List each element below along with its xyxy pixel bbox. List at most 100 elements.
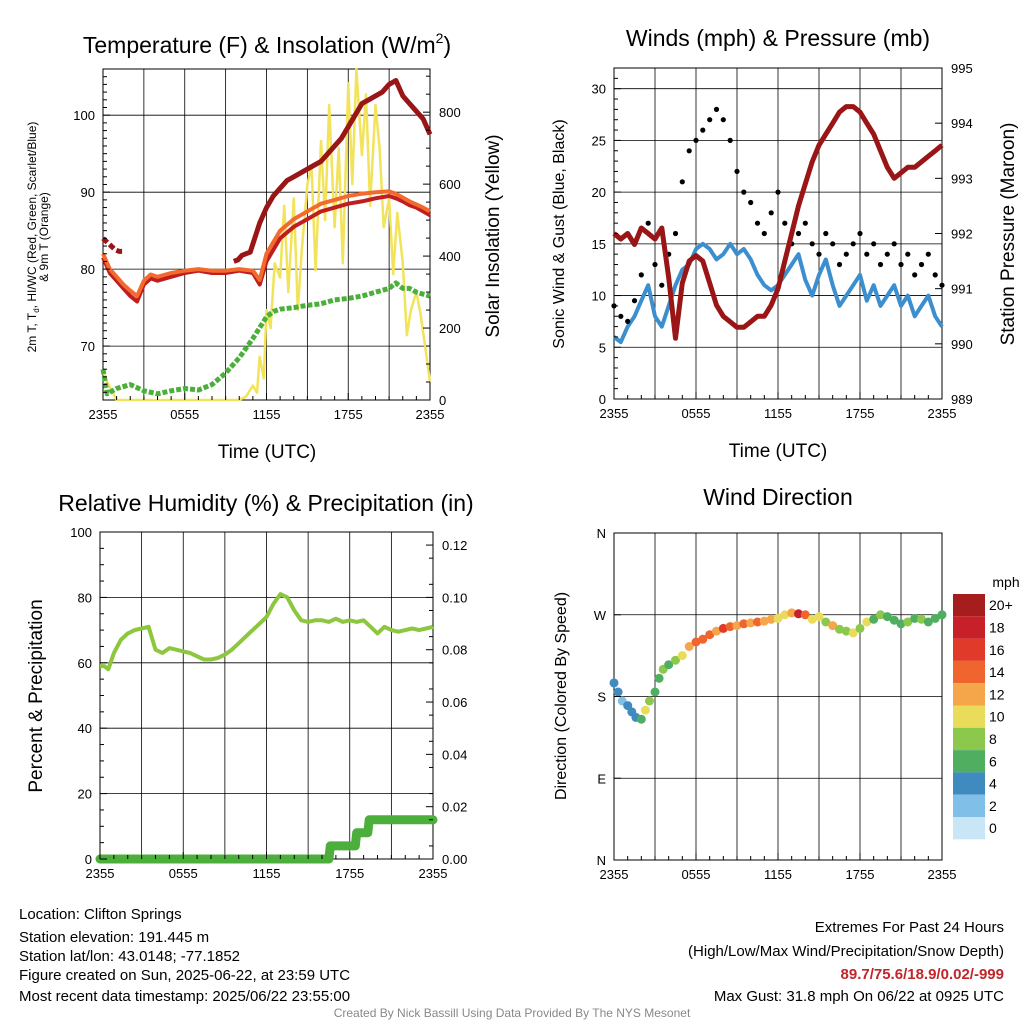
gust-point (823, 230, 829, 237)
legend-label: 2 (989, 798, 997, 814)
direction-point (650, 687, 660, 697)
direction-point (889, 615, 899, 625)
y2-tick-label: 0.02 (442, 800, 467, 815)
gust-point (905, 251, 911, 257)
gust-point (679, 179, 685, 185)
legend-label: 4 (989, 776, 997, 792)
direction-point (705, 630, 715, 640)
gust-point (618, 313, 624, 319)
humidity-title: Relative Humidity (%) & Precipitation (i… (58, 490, 473, 516)
gust-point (713, 106, 720, 112)
footer-latlon: Station lat/lon: 43.0148; -77.1852 (19, 948, 241, 965)
direction-point (876, 610, 885, 620)
direction-point (896, 619, 906, 629)
y2-tick-label: 0.10 (442, 590, 467, 605)
legend-swatch (953, 616, 985, 639)
gust-point (686, 148, 692, 154)
x-tick-label: 2355 (89, 407, 118, 422)
winds-title: Winds (mph) & Pressure (mb) (626, 25, 930, 51)
x-tick-label: 2355 (419, 866, 448, 881)
winds-ylabel-right: Station Pressure (Maroon) (998, 123, 1019, 346)
legend-label: 6 (989, 753, 997, 769)
temperature-ticks: 2355 0555 1155 1755 2355 70 80 90 100 0 200 400 600 8… (73, 75, 461, 422)
gust-point (720, 117, 726, 123)
direction-ylabel: Direction (Colored By Speed) (553, 592, 570, 800)
legend-label: 12 (989, 686, 1005, 702)
legend-swatch (953, 750, 985, 773)
gust-point (748, 199, 754, 206)
extremes-values: 89.7/75.6/18.9/0.02/-999 (840, 966, 1004, 983)
direction-point (794, 609, 803, 619)
gust-point (802, 220, 808, 226)
direction-point (882, 612, 892, 622)
y2-tick-label: 991 (951, 282, 973, 297)
direction-title: Wind Direction (703, 484, 853, 510)
y-tick-label: 15 (592, 237, 606, 252)
direction-point (800, 610, 810, 620)
x-tick-label: 1755 (335, 866, 364, 881)
direction-point (753, 617, 762, 627)
temperature-ylabel-left: 2m T, Td, HI/WC (Red, Green, Scarlet/Blu… (25, 122, 41, 353)
legend-swatch (953, 705, 985, 728)
y-tick-label: 20 (78, 787, 92, 802)
y-tick-label: 80 (81, 262, 95, 277)
y2-tick-label: 992 (951, 227, 973, 242)
series-9m-t (101, 189, 431, 299)
gust-point (912, 272, 918, 278)
x-tick-label: 0555 (682, 406, 711, 421)
speed-legend-title: mph (992, 574, 1019, 590)
x-tick-label: 1755 (846, 867, 875, 882)
y2-tick-label: 995 (951, 61, 973, 76)
y-tick-label: S (597, 690, 606, 705)
direction-point (684, 642, 694, 651)
direction-point (609, 678, 619, 688)
y2-tick-label: 0.00 (442, 852, 467, 867)
direction-point (930, 613, 940, 623)
direction-point (780, 610, 790, 620)
direction-point (917, 614, 926, 624)
direction-point (671, 655, 680, 665)
direction-series (609, 608, 947, 724)
direction-point (746, 618, 756, 628)
x-tick-label: 1155 (253, 866, 281, 881)
gust-point (857, 230, 863, 237)
gust-point (741, 189, 747, 195)
y-tick-label: N (597, 853, 606, 868)
legend-swatch (953, 660, 985, 684)
temperature-grid (103, 69, 430, 400)
gust-point (918, 261, 925, 268)
gust-point (836, 261, 843, 268)
direction-point (807, 614, 817, 624)
y-tick-label: 100 (70, 525, 92, 540)
temperature-ylabel-right: Solar Insolation (Yellow) (483, 134, 504, 337)
series-precipitation (95, 815, 438, 864)
direction-point (691, 637, 701, 647)
temperature-ylabel-left-line2: & 9m T (Orange) (37, 192, 51, 282)
direction-point (636, 714, 646, 724)
y-tick-label: 10 (592, 289, 606, 304)
direction-point (725, 622, 735, 632)
legend-swatch (953, 794, 985, 817)
gust-point (871, 241, 877, 247)
y-tick-label: 60 (78, 656, 92, 671)
gust-point (864, 251, 870, 257)
x-tick-label: 2355 (600, 867, 629, 882)
y-tick-label: 40 (78, 721, 92, 736)
y-tick-label: 70 (81, 339, 95, 354)
direction-point (766, 614, 776, 624)
legend-swatch (953, 817, 985, 840)
series-hi-wc (101, 236, 124, 254)
x-tick-label: 0555 (170, 407, 199, 422)
y2-tick-label: 989 (951, 392, 973, 407)
y2-tick-label: 993 (951, 171, 973, 186)
gust-point (795, 230, 802, 237)
y-tick-label: 0 (85, 852, 92, 867)
direction-point (677, 651, 687, 661)
direction-point (712, 626, 721, 636)
gust-point (939, 282, 945, 288)
direction-point (869, 614, 879, 624)
y-tick-label: N (597, 526, 606, 541)
gust-point (850, 241, 856, 247)
x-tick-label: 1755 (846, 406, 875, 421)
